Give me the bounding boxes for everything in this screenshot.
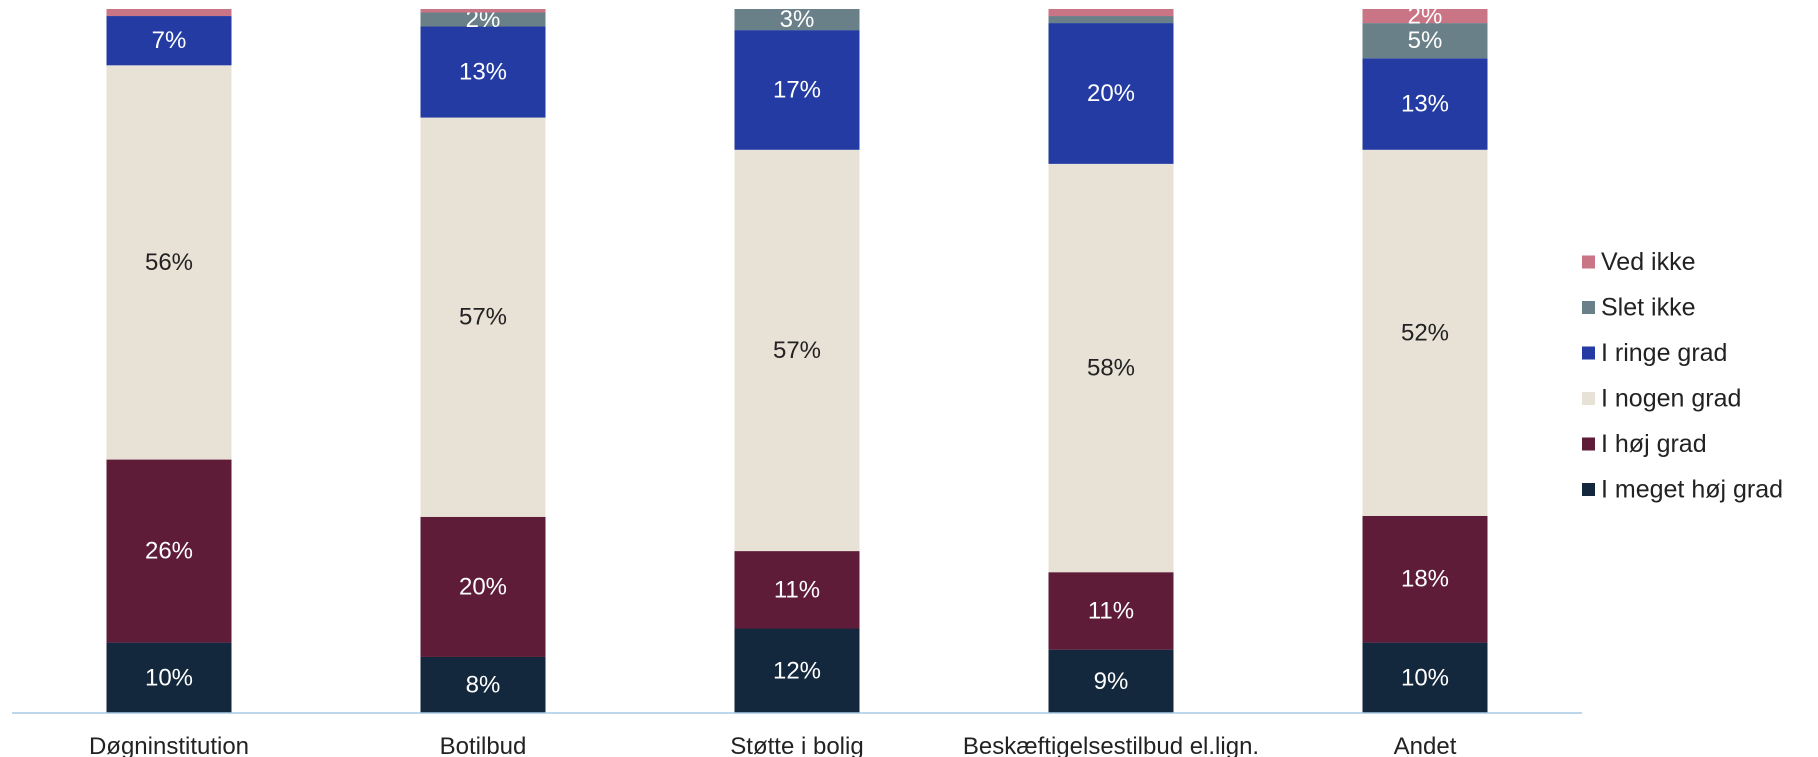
bar-segment-botilbud-i-meget-hoj-grad <box>420 656 546 713</box>
data-label-beskaeftigelsestilbud-el-lign-i-nogen-grad: 58% <box>1087 355 1135 382</box>
legend-label-slet-ikke: Slet ikke <box>1601 294 1695 322</box>
category-labels: Døgninstitution Botilbud Støtte i bolig Bes… <box>89 733 1457 757</box>
category-label-botilbud: Botilbud <box>440 733 527 757</box>
data-label-botilbud-i-meget-hoj-grad: 8% <box>466 671 501 698</box>
bar-segment-stotte-i-bolig-i-nogen-grad <box>734 149 860 552</box>
bar-segment-andet-i-hoj-grad <box>1362 515 1488 643</box>
bar-segment-botilbud-ved-ikke <box>420 9 546 13</box>
data-label-stotte-i-bolig-i-nogen-grad: 57% <box>773 337 821 364</box>
legend-label-i-meget-hoj-grad: I meget høj grad <box>1601 476 1783 504</box>
bar-segment-andet-i-nogen-grad <box>1362 149 1488 516</box>
bar-segment-stotte-i-bolig-i-hoj-grad <box>734 551 860 629</box>
legend-swatch-i-ringe-grad <box>1582 346 1595 360</box>
bar-segment-beskaeftigelsestilbud-el-lign-i-nogen-grad <box>1048 163 1174 573</box>
data-label-stotte-i-bolig-i-hoj-grad: 11% <box>774 576 820 603</box>
bar-segment-botilbud-i-nogen-grad <box>420 117 546 517</box>
legend-swatch-i-hoj-grad <box>1582 437 1595 451</box>
bar-segment-dogninstitution-i-nogen-grad <box>106 65 232 460</box>
data-label-andet-i-meget-hoj-grad: 10% <box>1401 664 1449 691</box>
bar-segment-dogninstitution-i-ringe-grad <box>106 16 232 66</box>
category-label-beskaeftigelsestilbud-el-lign: Beskæftigelsestilbud el.lign. <box>963 733 1259 757</box>
bar-segment-beskaeftigelsestilbud-el-lign-i-hoj-grad <box>1048 572 1174 650</box>
data-label-beskaeftigelsestilbud-el-lign-i-meget-hoj-grad: 9% <box>1094 668 1129 695</box>
data-label-botilbud-i-hoj-grad: 20% <box>459 573 507 600</box>
data-label-beskaeftigelsestilbud-el-lign-i-ringe-grad: 20% <box>1087 80 1135 107</box>
data-label-andet-i-nogen-grad: 52% <box>1401 319 1449 346</box>
data-label-botilbud-i-ringe-grad: 13% <box>459 59 507 86</box>
bar-segment-dogninstitution-i-hoj-grad <box>106 459 232 643</box>
bar-segment-stotte-i-bolig-i-ringe-grad <box>734 30 860 150</box>
bar-segment-botilbud-slet-ikke <box>420 12 546 27</box>
bar-segment-dogninstitution-i-meget-hoj-grad <box>106 642 232 713</box>
legend-swatch-ved-ikke <box>1582 255 1595 269</box>
data-label-andet-i-ringe-grad: 13% <box>1401 91 1449 118</box>
legend-swatch-slet-ikke <box>1582 301 1595 314</box>
bar-segment-andet-ved-ikke <box>1362 9 1488 24</box>
data-label-stotte-i-bolig-i-ringe-grad: 17% <box>773 76 821 103</box>
data-label-andet-i-hoj-grad: 18% <box>1401 566 1449 593</box>
legend-label-i-ringe-grad: I ringe grad <box>1601 339 1727 367</box>
category-label-dogninstitution: Døgninstitution <box>89 733 249 757</box>
legend-swatch-i-meget-hoj-grad <box>1582 483 1595 496</box>
data-label-dogninstitution-i-meget-hoj-grad: 10% <box>145 664 193 691</box>
legend-swatch-i-nogen-grad <box>1582 392 1595 405</box>
bar-segment-beskaeftigelsestilbud-el-lign-i-meget-hoj-grad <box>1048 649 1174 713</box>
data-label-andet-slet-ikke: 5% <box>1408 27 1443 54</box>
data-label-beskaeftigelsestilbud-el-lign-i-hoj-grad: 11% <box>1088 597 1134 624</box>
bar-segment-andet-slet-ikke <box>1362 23 1488 59</box>
bar-segment-dogninstitution-ved-ikke <box>106 9 232 17</box>
bar-segment-andet-i-meget-hoj-grad <box>1362 642 1488 713</box>
bar-segment-beskaeftigelsestilbud-el-lign-slet-ikke <box>1048 16 1174 24</box>
data-label-andet-ved-ikke: 2% <box>1408 3 1443 30</box>
data-label-dogninstitution-i-ringe-grad: 7% <box>152 27 187 54</box>
data-label-dogninstitution-i-hoj-grad: 26% <box>145 538 193 565</box>
category-label-andet: Andet <box>1394 733 1457 757</box>
bar-segment-beskaeftigelsestilbud-el-lign-i-ringe-grad <box>1048 23 1174 164</box>
legend-label-i-hoj-grad: I høj grad <box>1601 430 1707 458</box>
bar-segment-stotte-i-bolig-i-meget-hoj-grad <box>734 628 860 713</box>
bar-segment-stotte-i-bolig-slet-ikke <box>734 9 860 31</box>
bar-segment-beskaeftigelsestilbud-el-lign-ved-ikke <box>1048 9 1174 17</box>
data-label-dogninstitution-i-nogen-grad: 56% <box>145 249 193 276</box>
bar-segment-andet-i-ringe-grad <box>1362 58 1488 150</box>
legend-label-ved-ikke: Ved ikke <box>1601 248 1696 276</box>
data-label-stotte-i-bolig-i-meget-hoj-grad: 12% <box>773 657 821 684</box>
bar-segment-botilbud-i-ringe-grad <box>420 26 546 118</box>
bars-group: 10% 26% 56% 7% 8% 20% 57% 13% 2% 12% 11% 57% 17% 3% 9%… <box>106 3 1488 713</box>
data-label-botilbud-i-nogen-grad: 57% <box>459 304 507 331</box>
category-label-stotte-i-bolig: Støtte i bolig <box>730 733 863 757</box>
bar-segment-botilbud-i-hoj-grad <box>420 516 546 657</box>
legend: Ved ikke Slet ikke I ringe grad I nogen gra… <box>1582 248 1783 504</box>
legend-label-i-nogen-grad: I nogen grad <box>1601 385 1741 413</box>
data-label-stotte-i-bolig-slet-ikke: 3% <box>780 6 815 33</box>
